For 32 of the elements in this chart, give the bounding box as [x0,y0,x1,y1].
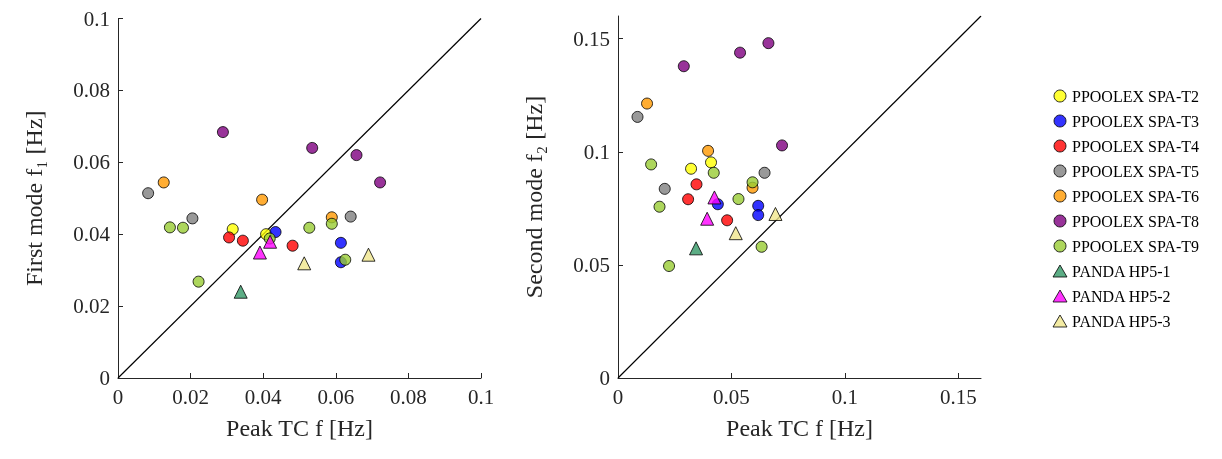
x-tick-label: 0.1 [467,384,495,409]
y-tick-label: 0 [599,366,610,390]
legend-label: PPOOLEX SPA-T4 [1072,137,1200,155]
y-tick-label: 0.02 [73,294,110,319]
legend-label: PPOOLEX SPA-T9 [1072,237,1200,255]
y-tick-label: 0.08 [73,78,110,103]
x-axis-title: Peak TC f [Hz] [726,415,873,441]
x-tick-label: 0.02 [172,384,209,409]
x-tick-label: 0.1 [831,384,858,409]
x-tick-label: 0.05 [713,384,750,409]
legend-label: PPOOLEX SPA-T8 [1072,212,1200,230]
legend-label: PPOOLEX SPA-T6 [1072,187,1200,205]
x-tick-label: 0.08 [390,384,427,409]
x-tick-label: 0.15 [939,384,977,409]
x-tick-label: 0.06 [317,384,355,409]
legend-label: PANDA HP5-3 [1072,312,1171,330]
y-tick-label: 0.05 [573,252,610,277]
legend-label: PPOOLEX SPA-T2 [1072,87,1200,105]
y-axis-title: First mode f₁ [Hz] [21,110,47,287]
legend-label: PANDA HP5-1 [1072,262,1171,280]
y-tick-label: 0 [99,366,110,390]
x-axis-title: Peak TC f [Hz] [226,415,373,441]
x-tick-label: 0.04 [244,384,283,409]
y-tick-label: 0.15 [573,26,610,51]
legend-label: PANDA HP5-2 [1072,287,1171,305]
y-tick-label: 0.06 [73,150,110,175]
legend-label: PPOOLEX SPA-T5 [1072,162,1200,180]
y-tick-label: 0.04 [73,222,111,247]
y-tick-label: 0.1 [83,6,110,31]
y-tick-label: 0.1 [583,139,610,164]
y-axis-title: Second mode f₂ [Hz] [521,95,547,299]
legend-label: PPOOLEX SPA-T3 [1072,112,1200,130]
